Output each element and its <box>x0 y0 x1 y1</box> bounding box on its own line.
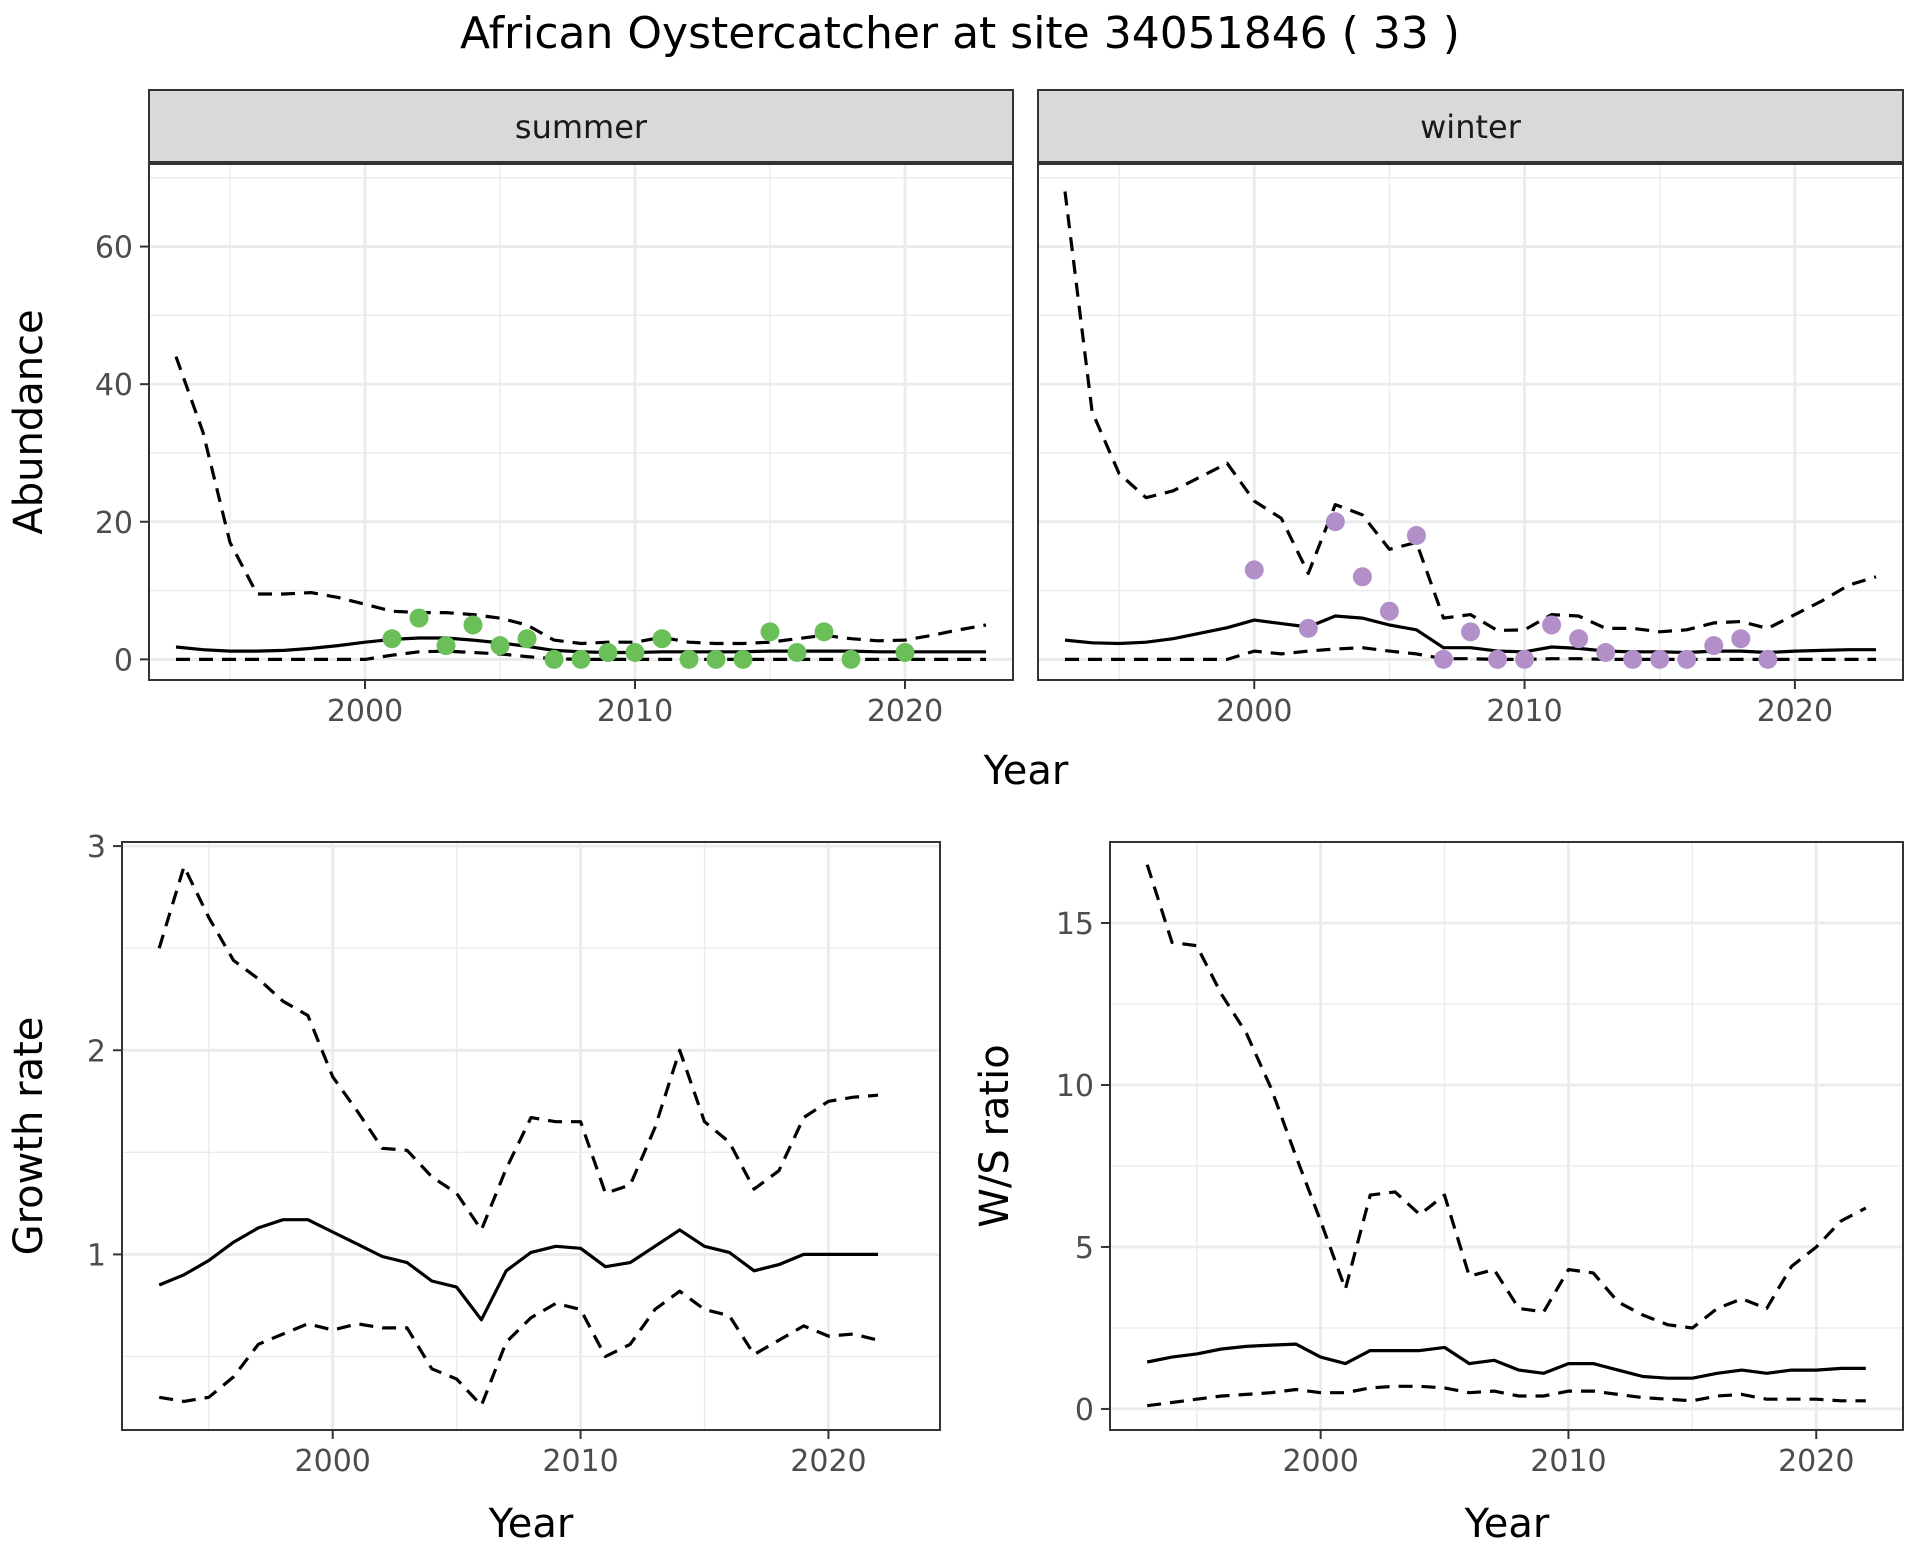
y-tick-label: 60 <box>95 231 133 266</box>
x-axis-label: Year <box>1464 1501 1550 1547</box>
data-point <box>814 622 834 642</box>
series-line-upper <box>174 356 987 646</box>
panel-ratio: 2000 2010 2020 0 5 10 15 W/S ratio Year <box>972 841 1904 1547</box>
data-point <box>1731 629 1751 649</box>
data-point <box>1244 560 1264 580</box>
series-group <box>174 356 987 669</box>
y-axis-label: Growth rate <box>6 1017 52 1256</box>
data-point <box>571 649 591 669</box>
data-point <box>1325 512 1345 532</box>
data-point <box>436 636 456 656</box>
series-line-estimate <box>1146 1342 1866 1380</box>
facet-strip-label: summer <box>515 108 648 146</box>
y-tick-label: 0 <box>1075 1393 1094 1428</box>
data-point <box>1298 618 1318 638</box>
x-tick-label: 2020 <box>867 694 943 729</box>
data-point <box>598 642 618 662</box>
x-tick-label: 2010 <box>542 1444 618 1479</box>
series-group <box>1145 864 1867 1408</box>
panel-border <box>148 163 1014 681</box>
series-line-estimate <box>1064 614 1876 655</box>
data-point <box>679 649 699 669</box>
x-tick-label: 2020 <box>1778 1444 1854 1479</box>
grid-lines <box>1110 842 1903 1430</box>
panel-border <box>1037 163 1904 681</box>
data-point <box>841 649 861 669</box>
data-point <box>1352 567 1372 587</box>
series-line-lower <box>1146 1384 1866 1408</box>
series-line-upper <box>1063 191 1877 634</box>
data-point <box>1650 649 1670 669</box>
data-point <box>463 615 483 635</box>
y-tick-label: 5 <box>1075 1231 1094 1266</box>
x-tick-label: 2000 <box>1282 1444 1358 1479</box>
series-line-lower <box>1065 646 1876 661</box>
series-line-lower <box>158 1289 879 1408</box>
series-group <box>1063 191 1877 669</box>
series-line-upper <box>1145 864 1867 1330</box>
x-tick-label: 2010 <box>1530 1444 1606 1479</box>
y-tick-label: 20 <box>95 506 133 541</box>
data-point <box>490 636 510 656</box>
x-tick-label: 2020 <box>790 1444 866 1479</box>
y-tick-label: 0 <box>114 643 133 678</box>
x-axis-label: Year <box>488 1501 574 1547</box>
data-point <box>787 642 807 662</box>
grid-lines <box>1038 164 1903 680</box>
data-point <box>1379 601 1399 621</box>
data-point <box>1461 622 1480 642</box>
data-point <box>706 649 726 669</box>
data-point <box>517 629 537 649</box>
series-group <box>157 864 879 1408</box>
x-tick-label: 2020 <box>1757 694 1833 729</box>
facet-strip-label: winter <box>1420 108 1522 146</box>
x-tick-label: 2000 <box>327 694 403 729</box>
data-point <box>1623 649 1643 669</box>
y-tick-label: 2 <box>87 1034 106 1069</box>
x-tick-label: 2010 <box>1486 694 1562 729</box>
y-tick-label: 15 <box>1056 907 1094 942</box>
panel-border <box>121 841 941 1431</box>
panel-border <box>1109 841 1904 1431</box>
data-point <box>1569 629 1589 649</box>
x-tick-label: 2000 <box>1216 694 1292 729</box>
y-axis-label: Abundance <box>6 309 52 534</box>
data-point <box>895 642 915 662</box>
facet-strip <box>148 89 1014 163</box>
data-point <box>1515 649 1535 669</box>
figure-title: African Oystercatcher at site 34051846 (… <box>460 8 1460 59</box>
data-point <box>652 629 672 649</box>
series-line-upper <box>157 864 879 1232</box>
data-point <box>382 629 402 649</box>
data-point <box>1758 649 1778 669</box>
panel-summer: summer 2000 2010 2020 0 20 40 60 Abundance <box>6 89 1014 729</box>
panel-winter: winter 2000 2010 2020 <box>1037 89 1904 729</box>
x-tick-label: 2000 <box>295 1444 371 1479</box>
series-line-estimate <box>158 1218 878 1322</box>
data-point <box>1677 649 1697 669</box>
y-tick-label: 10 <box>1056 1069 1094 1104</box>
y-axis-label: W/S ratio <box>972 1044 1018 1227</box>
data-point <box>1488 649 1508 669</box>
x-axis-label-top: Year <box>983 748 1069 794</box>
data-point <box>1596 642 1616 662</box>
data-point <box>1433 649 1453 669</box>
y-tick-label: 1 <box>87 1238 106 1273</box>
y-tick-label: 40 <box>95 368 133 403</box>
data-point <box>625 642 645 662</box>
data-point <box>760 622 780 642</box>
data-point <box>733 649 753 669</box>
facet-strip <box>1037 89 1904 163</box>
data-point <box>409 608 429 628</box>
data-point <box>1406 526 1426 546</box>
x-tick-label: 2010 <box>597 694 673 729</box>
grid-lines <box>122 842 940 1430</box>
data-point <box>1704 636 1724 656</box>
data-point <box>1542 615 1562 635</box>
panel-growth: 2000 2010 2020 1 2 3 Growth rate Year <box>6 830 941 1547</box>
y-tick-label: 3 <box>87 830 106 865</box>
data-point <box>544 649 564 669</box>
